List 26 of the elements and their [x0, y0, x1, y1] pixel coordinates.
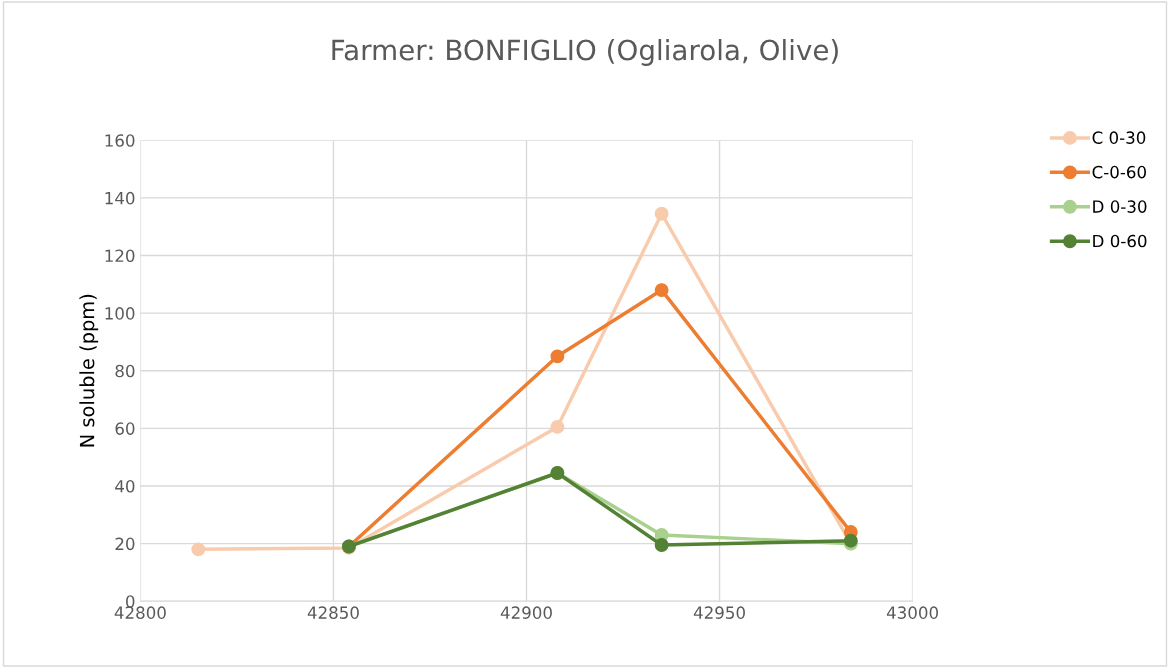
- x-tick-label: 42900: [500, 606, 552, 619]
- point: [191, 542, 206, 557]
- x-tick-label: 42850: [307, 606, 359, 619]
- x-tick-label: 42800: [114, 606, 166, 619]
- y-axis-title: N soluble (ppm): [79, 294, 99, 447]
- point: [654, 206, 669, 221]
- point: [550, 349, 565, 364]
- x-tick-label: 42950: [693, 606, 745, 619]
- point: [654, 283, 669, 298]
- y-tick-label: 80: [115, 364, 135, 378]
- y-tick-label: 60: [115, 422, 135, 435]
- y-tick-label: 20: [115, 537, 135, 551]
- y-tick-label: 100: [105, 307, 135, 320]
- y-tick-label: 160: [105, 134, 135, 147]
- x-tick-label: 43000: [886, 606, 938, 619]
- y-tick-label: 120: [105, 249, 135, 263]
- y-tick-label: 140: [105, 191, 135, 205]
- point: [550, 419, 565, 434]
- legend-label: D 0-30: [1093, 200, 1147, 213]
- legend-label: D 0-60: [1093, 234, 1147, 248]
- legend-label: C 0-30: [1092, 131, 1146, 144]
- y-tick-label: 0: [126, 595, 135, 608]
- point: [654, 538, 669, 552]
- chart-title: Farmer: BONFIGLIO (Ogliarola, Olive): [332, 39, 838, 66]
- y-tick-label: 40: [115, 479, 135, 493]
- legend-label: C-0-60: [1092, 165, 1146, 179]
